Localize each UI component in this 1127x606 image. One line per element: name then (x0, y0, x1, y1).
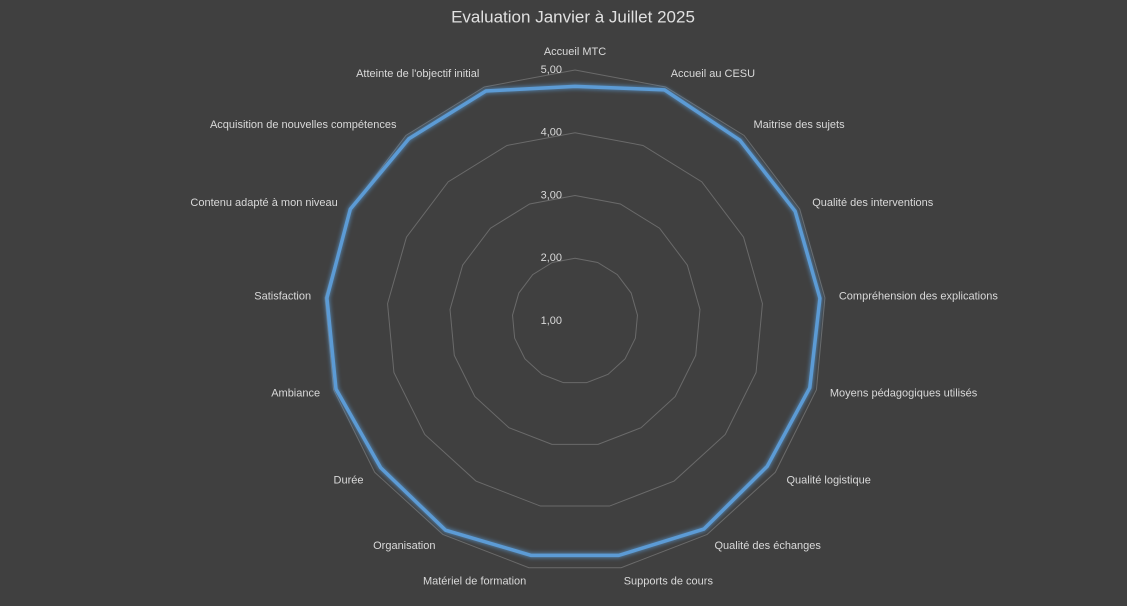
grid-ring (324, 69, 826, 569)
category-label: Matériel de formation (423, 575, 526, 587)
category-label: Moyens pédagogiques utilisés (830, 387, 978, 399)
r-tick-label: 1,00 (541, 315, 562, 327)
category-label: Qualité des échanges (715, 540, 822, 552)
category-label: Durée (334, 475, 364, 487)
r-tick-label: 3,00 (541, 189, 562, 201)
category-label: Acquisition de nouvelles compétences (210, 119, 397, 131)
category-label: Supports de cours (624, 575, 714, 587)
chart-title: Evaluation Janvier à Juillet 2025 (451, 7, 695, 26)
series-line (325, 84, 822, 558)
r-tick-label: 4,00 (541, 127, 562, 139)
category-label: Accueil MTC (544, 46, 606, 58)
category-label: Organisation (373, 540, 435, 552)
category-label: Maitrise des sujets (754, 119, 846, 131)
r-tick-label: 5,00 (541, 64, 562, 76)
category-label: Contenu adapté à mon niveau (190, 197, 337, 209)
category-label: Ambiance (271, 387, 320, 399)
category-label: Satisfaction (254, 290, 311, 302)
category-label: Atteinte de l'objectif initial (356, 68, 479, 80)
category-label: Compréhension des explications (839, 290, 998, 302)
category-label: Qualité des interventions (812, 197, 934, 209)
grid-ring (449, 194, 701, 445)
category-label: Accueil au CESU (671, 68, 755, 80)
grid-ring (387, 132, 763, 507)
category-label: Qualité logistique (786, 475, 870, 487)
r-tick-label: 2,00 (541, 252, 562, 264)
grid-ring (512, 257, 638, 384)
